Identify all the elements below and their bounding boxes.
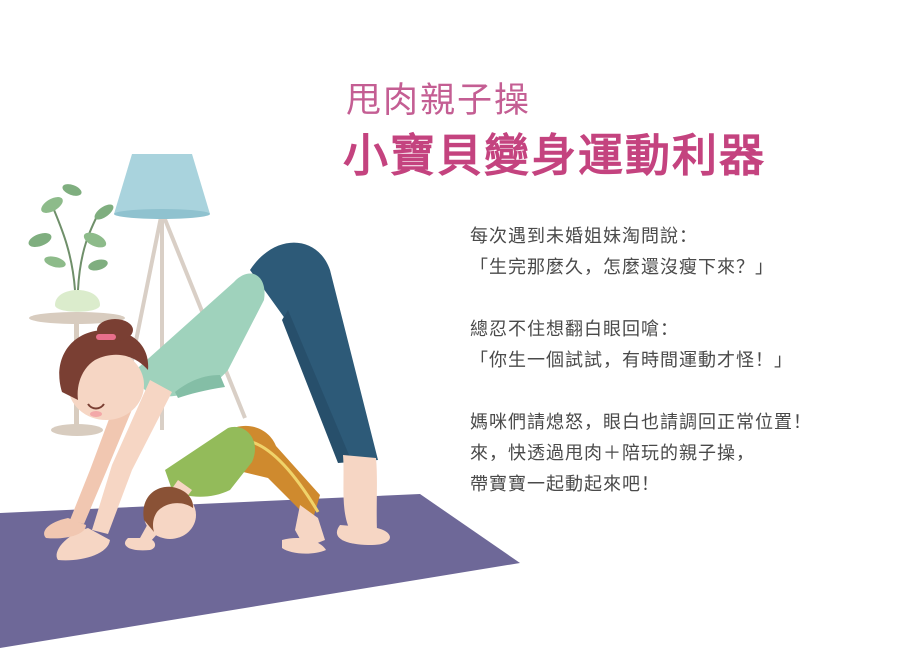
text-line: 「生完那麼久，怎麼還沒瘦下來？」 [470, 257, 774, 278]
intro-text: 每次遇到未婚姐妹淘問說： 「生完那麼久，怎麼還沒瘦下來？」 總忍不住想翻白眼回嗆… [470, 221, 910, 531]
intro-paragraph: 每次遇到未婚姐妹淘問說： 「生完那麼久，怎麼還沒瘦下來？」 [470, 221, 910, 283]
yoga-mat [0, 494, 520, 648]
text-line: 來，快透過甩肉＋陪玩的親子操， [470, 443, 755, 464]
text-line: 帶寶寶一起動起來吧！ [470, 474, 660, 495]
mother-figure [44, 242, 390, 561]
intro-paragraph: 媽咪們請熄怒，眼白也請調回正常位置！ 來，快透過甩肉＋陪玩的親子操， 帶寶寶一起… [470, 407, 910, 500]
text-line: 每次遇到未婚姐妹淘問說： [470, 226, 698, 247]
text-line: 總忍不住想翻白眼回嗆： [470, 319, 679, 340]
child-figure [124, 425, 326, 554]
page-title: 小寶貝變身運動利器 [343, 129, 767, 182]
text-line: 「你生一個試試，有時間運動才怪！」 [470, 350, 793, 371]
text-line: 媽咪們請熄怒，眼白也請調回正常位置！ [470, 412, 812, 433]
page-subtitle: 甩肉親子操 [346, 81, 532, 121]
intro-paragraph: 總忍不住想翻白眼回嗆： 「你生一個試試，有時間運動才怪！」 [470, 314, 910, 376]
potted-plant [28, 184, 114, 312]
